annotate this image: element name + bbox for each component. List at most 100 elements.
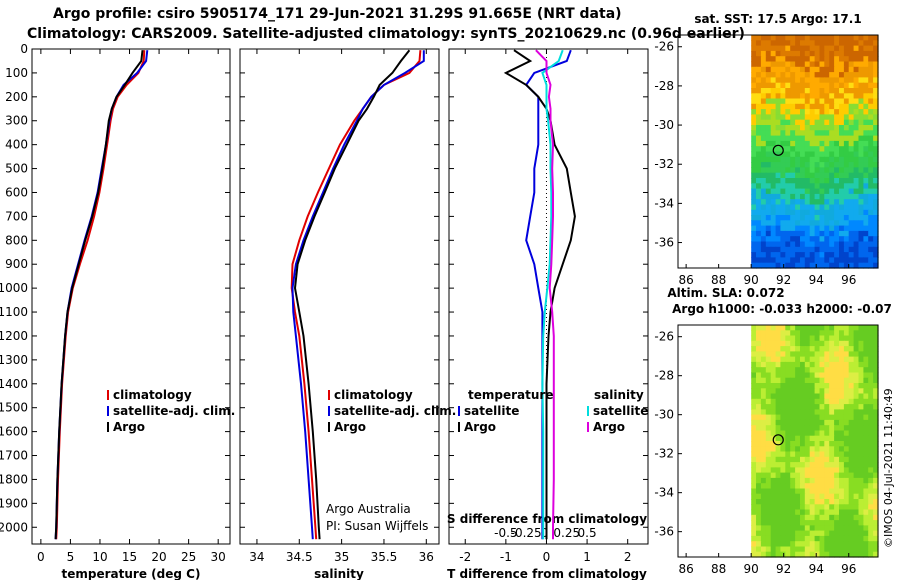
map-cell bbox=[751, 388, 757, 395]
map-cell bbox=[863, 388, 869, 395]
map-cell bbox=[873, 430, 879, 437]
map-cell bbox=[770, 462, 777, 468]
map-cell bbox=[751, 50, 757, 57]
map-cell bbox=[843, 530, 850, 537]
map-cell bbox=[858, 404, 864, 410]
map-cell bbox=[790, 361, 796, 368]
map-cell bbox=[809, 425, 816, 432]
map-cell bbox=[839, 45, 845, 52]
map-cell bbox=[848, 98, 855, 105]
map-cell bbox=[770, 262, 777, 269]
map-cell bbox=[853, 451, 860, 458]
map-cell bbox=[873, 178, 879, 184]
map-cell bbox=[770, 456, 777, 463]
map-cell bbox=[834, 40, 840, 47]
map-cell bbox=[775, 220, 782, 227]
map-cell bbox=[775, 356, 782, 363]
map-cell bbox=[795, 119, 801, 126]
map-cell bbox=[790, 546, 796, 553]
legend-temperature-0: climatology bbox=[113, 388, 192, 402]
map-cell bbox=[775, 535, 782, 542]
map-cell bbox=[795, 398, 801, 405]
map-cell bbox=[834, 383, 840, 389]
map-cell bbox=[853, 88, 860, 94]
map-cell bbox=[858, 551, 864, 558]
x-tick-label: 25 bbox=[181, 550, 196, 564]
map-cell bbox=[819, 388, 825, 395]
map-cell bbox=[824, 446, 830, 453]
map-cell bbox=[800, 66, 806, 73]
map-cell bbox=[790, 230, 796, 237]
map-cell bbox=[834, 220, 840, 227]
map-cell bbox=[756, 377, 762, 384]
map-cell bbox=[790, 151, 796, 158]
map-cell bbox=[809, 241, 816, 248]
map-cell bbox=[760, 241, 767, 248]
map-cell bbox=[829, 77, 835, 84]
map-cell bbox=[858, 351, 864, 358]
map-cell bbox=[829, 493, 835, 500]
map-cell bbox=[780, 209, 786, 216]
map-cell bbox=[790, 61, 796, 68]
map-cell bbox=[839, 140, 845, 147]
map-cell bbox=[751, 514, 757, 521]
map-cell bbox=[868, 151, 874, 158]
map-cell bbox=[790, 520, 796, 526]
map-cell bbox=[795, 82, 801, 89]
map-cell bbox=[873, 209, 879, 216]
map-cell bbox=[751, 246, 757, 253]
map-cell bbox=[868, 441, 874, 447]
x-axis-label-salinity: salinity bbox=[314, 567, 364, 580]
map-cell bbox=[843, 346, 850, 352]
map-cell bbox=[760, 130, 767, 137]
map-cell bbox=[814, 356, 821, 363]
map-cell bbox=[814, 419, 821, 426]
map-cell bbox=[800, 257, 806, 264]
map-cell bbox=[848, 398, 855, 405]
map-cell bbox=[795, 356, 801, 363]
map-cell bbox=[829, 252, 835, 258]
map-cell bbox=[809, 56, 816, 63]
map-cell bbox=[775, 367, 782, 374]
map-cell bbox=[800, 346, 806, 352]
map-cell bbox=[839, 446, 845, 453]
map-cell bbox=[829, 499, 835, 505]
map-cell bbox=[770, 215, 777, 221]
map-cell bbox=[863, 514, 869, 521]
map-cell bbox=[780, 156, 786, 163]
map-cell bbox=[858, 109, 864, 115]
map-cell bbox=[809, 125, 816, 131]
map-cell bbox=[770, 98, 777, 105]
map-cell bbox=[853, 236, 860, 243]
map-cell bbox=[819, 451, 825, 458]
map-cell bbox=[780, 335, 786, 342]
map-cell bbox=[843, 541, 850, 548]
map-cell bbox=[863, 183, 869, 190]
map-cell bbox=[858, 230, 864, 237]
map-cell bbox=[795, 61, 801, 68]
map-cell bbox=[795, 56, 801, 63]
map-cell bbox=[765, 204, 772, 211]
map-cell bbox=[848, 525, 855, 532]
map-cell bbox=[760, 325, 767, 331]
map-cell bbox=[848, 66, 855, 73]
map-cell bbox=[795, 488, 801, 495]
map-cell bbox=[795, 236, 801, 243]
map-cell bbox=[760, 135, 767, 142]
map-cell bbox=[868, 109, 874, 115]
map-cell bbox=[809, 377, 816, 384]
map-cell bbox=[839, 472, 845, 479]
map-cell bbox=[760, 367, 767, 374]
map-cell bbox=[839, 125, 845, 131]
map-cell bbox=[843, 325, 850, 331]
map-cell bbox=[809, 325, 816, 331]
map-cell bbox=[785, 520, 791, 526]
map-cell bbox=[756, 230, 762, 237]
map-cell bbox=[858, 356, 864, 363]
map-y-tick-label: -28 bbox=[654, 369, 674, 383]
map-cell bbox=[790, 135, 796, 142]
map-cell bbox=[809, 530, 816, 537]
map-cell bbox=[848, 252, 855, 258]
map-cell bbox=[780, 88, 786, 94]
map-cell bbox=[824, 477, 830, 484]
